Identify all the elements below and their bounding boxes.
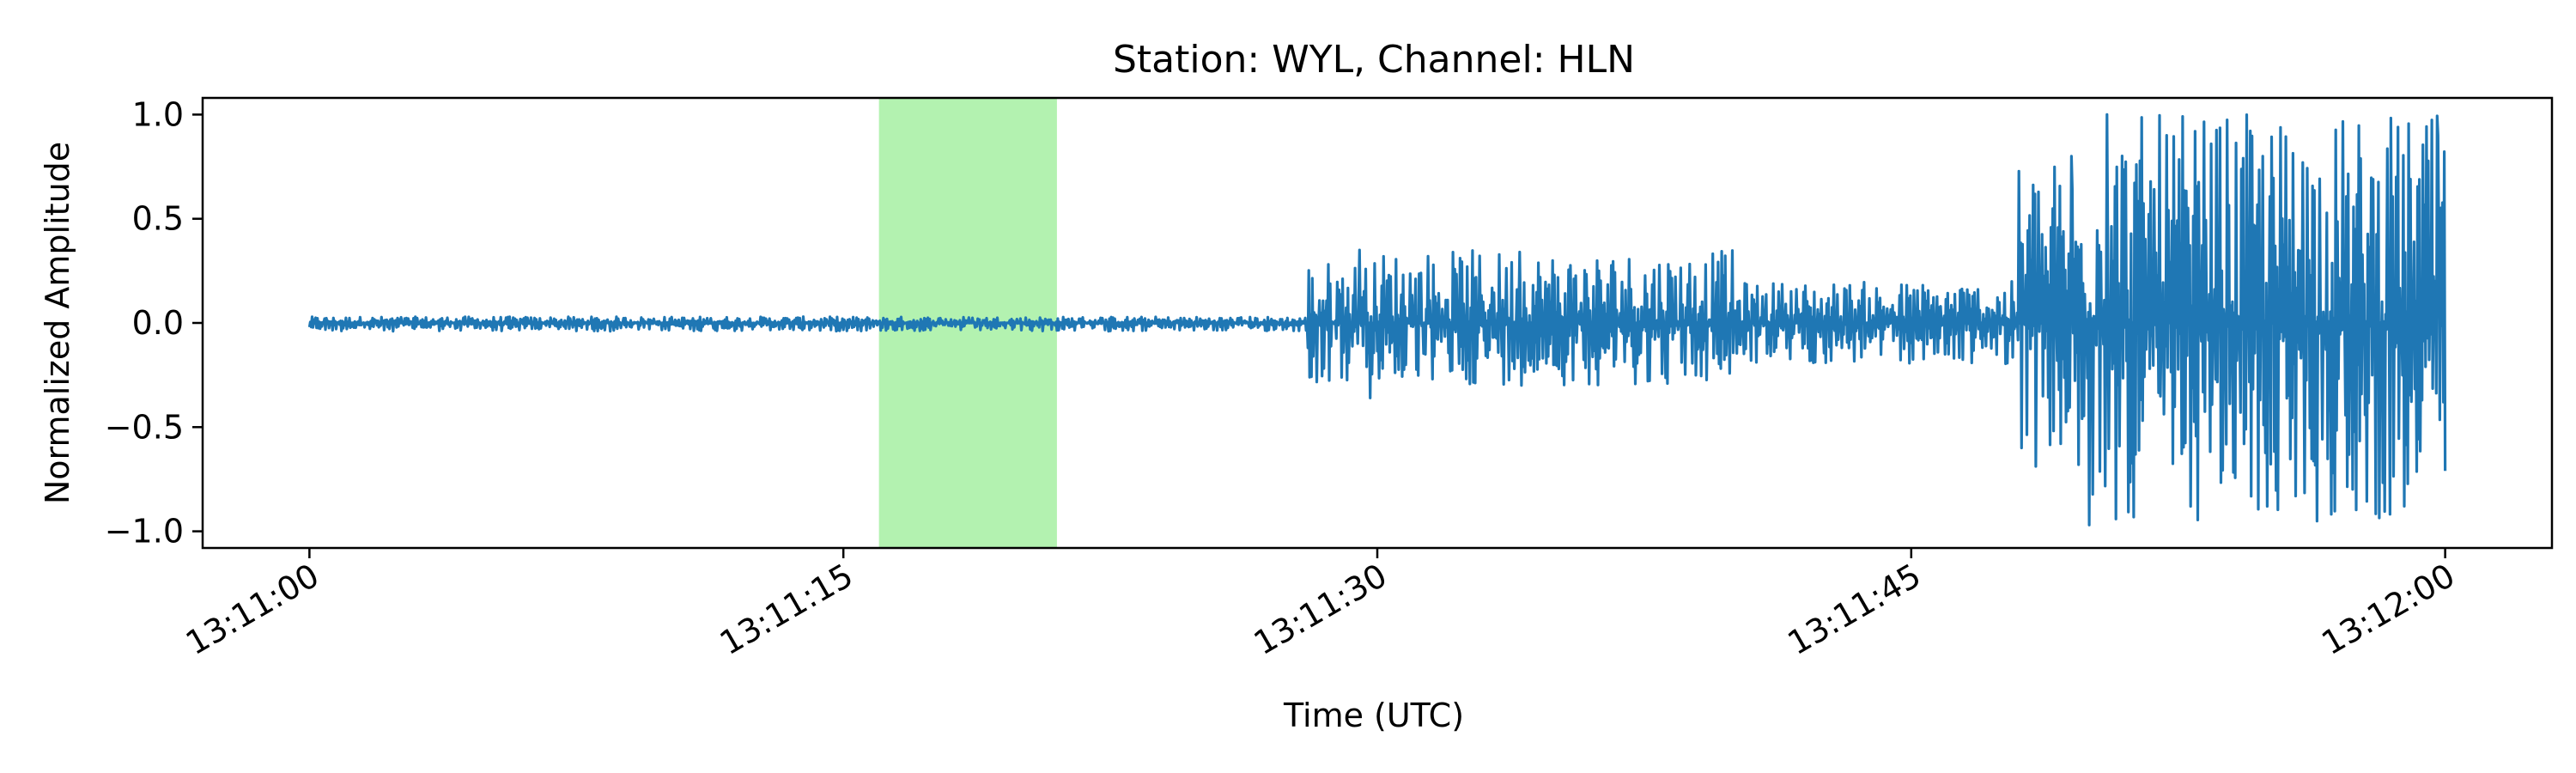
y-tick-label: −0.5	[105, 408, 184, 446]
x-axis: 13:11:00 13:11:15 13:11:30 13:11:45 13:12:00	[179, 548, 2461, 662]
y-tick-label: 0.0	[132, 304, 184, 342]
y-axis-label: Normalized Amplitude	[39, 142, 76, 504]
y-axis: −1.0 −0.5 0.0 0.5 1.0	[105, 95, 203, 550]
x-tick-label: 13:11:00	[179, 557, 325, 662]
series-line	[309, 114, 2445, 525]
x-tick-label: 13:11:30	[1248, 557, 1394, 662]
x-tick-label: 13:11:45	[1782, 557, 1928, 662]
x-tick-label: 13:12:00	[2315, 557, 2461, 662]
x-axis-label: Time (UTC)	[1283, 697, 1464, 734]
y-tick-label: 0.5	[132, 200, 184, 238]
y-tick-label: 1.0	[132, 95, 184, 133]
chart-title: Station: WYL, Channel: HLN	[1113, 38, 1635, 82]
y-tick-label: −1.0	[105, 513, 184, 551]
series-group	[309, 114, 2445, 525]
x-tick-label: 13:11:15	[714, 557, 860, 662]
